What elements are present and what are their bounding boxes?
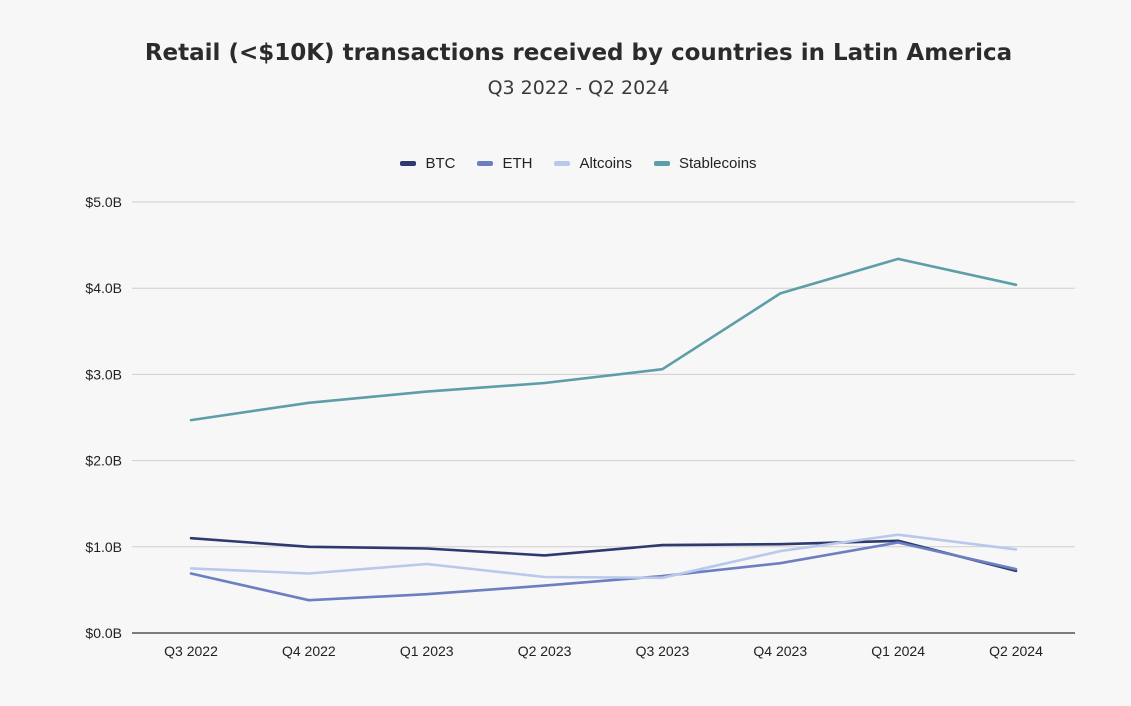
legend-item-btc[interactable]: BTC [400, 155, 455, 172]
legend-item-stablecoins[interactable]: Stablecoins [653, 155, 757, 172]
legend-item-eth[interactable]: ETH [477, 155, 532, 172]
chart-legend: BTC ETH Altcoins Stablecoins [0, 155, 1131, 172]
y-tick-label: $1.0B [85, 539, 122, 555]
y-tick-label: $3.0B [85, 366, 122, 382]
x-tick-label: Q4 2022 [282, 643, 336, 659]
legend-label-eth: ETH [502, 155, 533, 172]
legend-item-altcoins[interactable]: Altcoins [554, 155, 632, 172]
legend-swatch-stablecoins [653, 161, 670, 166]
series-line-stablecoins [189, 257, 1018, 422]
legend-label-altcoins: Altcoins [579, 155, 632, 172]
legend-label-stablecoins: Stablecoins [678, 155, 757, 172]
x-tick-label: Q3 2023 [636, 643, 690, 659]
legend-swatch-altcoins [554, 161, 571, 166]
x-tick-label: Q3 2022 [164, 643, 218, 659]
legend-swatch-btc [400, 161, 417, 166]
x-tick-label: Q4 2023 [753, 643, 807, 659]
legend-swatch-eth [477, 161, 494, 166]
y-tick-label: $4.0B [85, 280, 122, 296]
chart-title: Retail (<$10K) transactions received by … [144, 40, 1013, 66]
legend-label-btc: BTC [425, 155, 456, 172]
y-tick-label: $2.0B [85, 453, 122, 469]
series-line-eth [189, 541, 1018, 602]
y-tick-label: $5.0B [85, 194, 122, 210]
chart-subtitle: Q3 2022 - Q2 2024 [487, 77, 670, 99]
x-tick-label: Q2 2024 [989, 643, 1043, 659]
x-tick-label: Q1 2024 [871, 643, 925, 659]
x-tick-label: Q1 2023 [400, 643, 454, 659]
series-line-altcoins [189, 533, 1018, 580]
y-tick-label: $0.0B [85, 625, 122, 641]
x-tick-label: Q2 2023 [518, 643, 572, 659]
series-line-btc [189, 536, 1018, 573]
